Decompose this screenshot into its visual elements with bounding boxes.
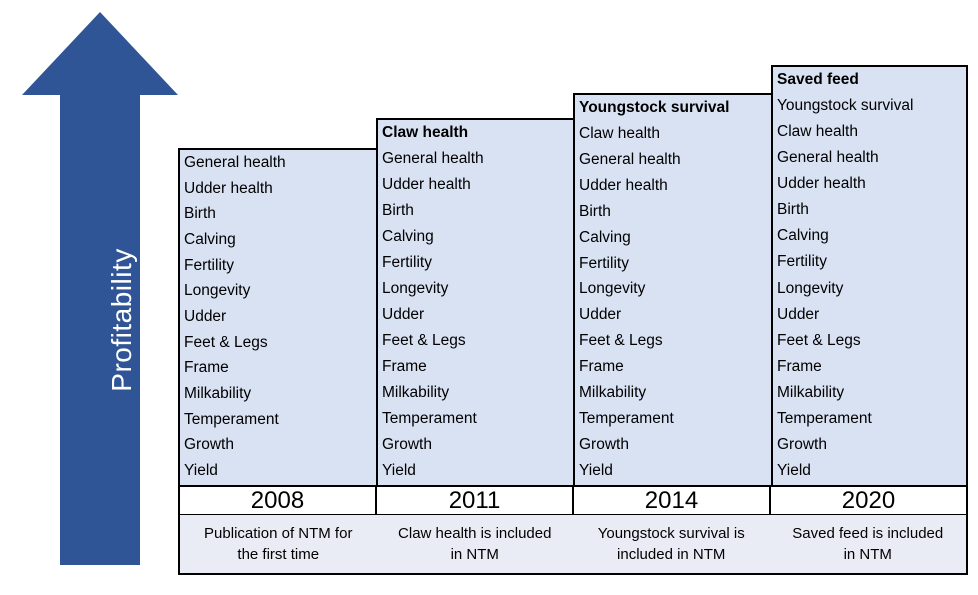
trait-column-2011: Claw health General health Udder health …	[376, 118, 577, 487]
trait-item: Birth	[184, 205, 216, 223]
trait-item: Udder	[579, 306, 622, 324]
trait-item: Udder	[184, 307, 227, 325]
trait-item: Yield	[777, 461, 811, 479]
trait-item: Calving	[184, 230, 236, 248]
year-row: 2008 2011 2014 2020	[180, 487, 966, 514]
trait-item: Growth	[579, 435, 629, 453]
trait-item: Milkability	[579, 384, 647, 402]
trait-item: Temperament	[184, 410, 279, 428]
caption-row: Publication of NTM for the first time Cl…	[180, 514, 966, 573]
caption-2008: Publication of NTM for the first time	[204, 525, 353, 563]
trait-item: Milkability	[382, 384, 450, 401]
trait-column-2014: Youngstock survival Claw health General …	[573, 93, 775, 487]
caption-2020: Saved feed is included in NTM	[792, 525, 944, 563]
trait-item: Milkability	[777, 383, 845, 401]
trait-item: Calving	[777, 227, 829, 245]
trait-item: Growth	[184, 436, 234, 454]
trait-column-2008: General health Udder health Birth Calvin…	[178, 148, 378, 487]
timeline-band: 2008 2011 2014 2020 Publication of NTM f…	[178, 485, 968, 575]
trait-column-2020: Saved feed Youngstock survival Claw heal…	[771, 65, 968, 487]
trait-item: Calving	[579, 228, 631, 246]
trait-item: General health	[777, 149, 879, 167]
trait-item: Udder	[382, 306, 425, 323]
trait-item: Fertility	[184, 256, 234, 274]
trait-item: Yield	[579, 461, 613, 479]
trait-item: General health	[579, 150, 681, 168]
year-label-2020: 2020	[769, 487, 966, 514]
trait-item: General health	[382, 150, 484, 167]
caption-2011: Claw health is included in NTM	[398, 525, 552, 563]
trait-item: General health	[184, 154, 286, 171]
trait-item: Calving	[382, 228, 434, 245]
profitability-arrow: Profitability	[22, 12, 178, 565]
trait-item: Temperament	[382, 410, 477, 427]
trait-item: Birth	[382, 202, 414, 219]
trait-item: Growth	[777, 435, 827, 453]
trait-item: Feet & Legs	[777, 331, 861, 349]
trait-item: Temperament	[777, 409, 872, 427]
trait-item: Youngstock survival	[777, 97, 914, 115]
trait-item: Youngstock survival	[579, 99, 730, 116]
up-arrow-shape	[22, 12, 178, 565]
trait-item: Frame	[382, 358, 427, 375]
trait-item: Udder	[777, 305, 820, 323]
trait-item: Feet & Legs	[382, 332, 466, 349]
trait-item: Yield	[184, 461, 218, 479]
up-arrow-icon	[22, 12, 178, 565]
trait-item: Udder health	[382, 176, 471, 193]
trait-item: Saved feed	[777, 71, 859, 88]
year-label-2014: 2014	[572, 487, 769, 514]
trait-item: Claw health	[777, 123, 858, 141]
trait-item: Udder health	[777, 175, 866, 193]
caption-2014: Youngstock survival is included in NTM	[597, 525, 745, 563]
trait-item: Temperament	[579, 410, 674, 428]
trait-item: Longevity	[382, 280, 449, 297]
year-label-2008: 2008	[250, 486, 305, 514]
year-label-2011: 2011	[375, 487, 572, 514]
trait-item: Birth	[777, 201, 809, 219]
trait-item: Fertility	[777, 253, 827, 271]
trait-item: Frame	[184, 359, 229, 377]
trait-item: Udder health	[184, 179, 273, 197]
trait-item: Claw health	[579, 124, 660, 142]
trait-item: Udder health	[579, 176, 668, 194]
trait-item: Milkability	[184, 384, 252, 402]
trait-item: Claw health	[382, 124, 469, 141]
trait-item: Fertility	[579, 254, 629, 272]
trait-item: Fertility	[382, 254, 432, 271]
profitability-label: Profitability	[106, 248, 137, 392]
trait-item: Feet & Legs	[184, 333, 268, 351]
trait-item: Feet & Legs	[579, 332, 663, 350]
trait-item: Frame	[579, 358, 624, 376]
trait-item: Longevity	[579, 280, 646, 298]
trait-item: Growth	[382, 436, 432, 453]
trait-item: Longevity	[777, 279, 844, 297]
trait-item: Yield	[382, 462, 416, 479]
trait-item: Birth	[579, 202, 611, 220]
trait-item: Longevity	[184, 282, 251, 300]
trait-item: Frame	[777, 357, 822, 375]
